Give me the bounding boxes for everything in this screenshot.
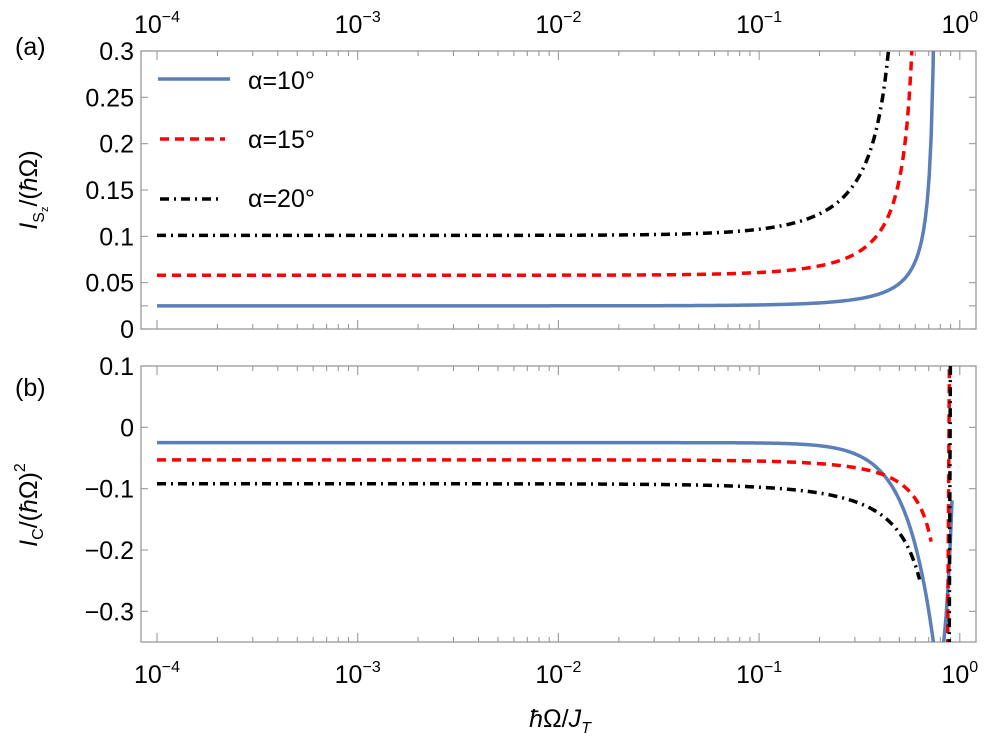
y-tick-label: 0.2 [99, 131, 134, 159]
x-axis-title: ħΩ/JT [529, 705, 592, 737]
curve-alpha-10 [157, 440, 954, 642]
curve-alpha-20 [157, 366, 953, 642]
y-tick-label: −0.3 [85, 598, 134, 626]
x-tick-label: 10−1 [736, 659, 782, 689]
panel-a-label: (a) [15, 33, 46, 61]
panel-a-y-labels: 0 0.05 0.1 0.15 0.2 0.25 0.3 [85, 38, 134, 344]
x-tick-label: 10−4 [134, 9, 180, 39]
panel-a-x-ticks [156, 51, 961, 329]
x-tick-label: 10−2 [535, 659, 581, 689]
panel-b-x-ticks [156, 366, 961, 642]
y-tick-label: 0.25 [85, 84, 134, 112]
y-tick-label: 0.1 [99, 223, 134, 251]
y-tick-label: 0 [120, 414, 134, 442]
y-tick-label: 0 [120, 316, 134, 344]
panel-a: 10−4 10−3 10−2 10−1 100 00.050.10.150.20.250… [15, 9, 978, 344]
y-tick-label: 0.05 [85, 270, 134, 298]
legend-label-alpha-15: α=15° [248, 126, 315, 154]
y-tick-label: 0.15 [85, 177, 134, 205]
y-tick-label: 0.3 [99, 38, 134, 66]
x-tick-label: 10−3 [335, 9, 381, 39]
x-tick-label: 10−2 [535, 9, 581, 39]
legend: α=10° α=15° α=20° [158, 67, 315, 213]
panel-b-label: (b) [15, 374, 46, 402]
panel-a-y-ticks [141, 50, 976, 330]
panel-a-curves [157, 51, 936, 308]
x-tick-label: 10−4 [134, 659, 180, 689]
svg-text:IC/(ħΩ)2: IC/(ħΩ)2 [12, 463, 47, 547]
y-tick-label: 0.1 [99, 353, 134, 381]
panel-b-curves [157, 366, 954, 642]
panel-b-bottom-x-labels: 10−4 10−3 10−2 10−1 100 [134, 659, 978, 689]
y-tick-label: −0.2 [85, 537, 134, 565]
panel-b-y-axis-title: IC/(ħΩ)2 [12, 463, 47, 547]
x-tick-label: 100 [941, 659, 978, 689]
panel-a-top-x-labels: 10−4 10−3 10−2 10−1 100 [134, 9, 978, 39]
x-tick-label: 100 [941, 9, 978, 39]
panel-b-frame [140, 365, 977, 643]
curve-alpha-15 [157, 51, 914, 277]
svg-text:ISz/(ħΩ): ISz/(ħΩ) [15, 150, 51, 229]
legend-label-alpha-20: α=20° [248, 185, 315, 213]
panel-b-y-labels: 0.1 0 −0.1 −0.2 −0.3 [85, 353, 134, 626]
curve-alpha-15 [157, 366, 952, 642]
x-tick-label: 10−3 [335, 659, 381, 689]
panel-b-y-ticks [141, 365, 976, 612]
y-tick-label: −0.1 [85, 476, 134, 504]
panel-a-y-axis-title: ISz/(ħΩ) [15, 150, 51, 229]
legend-label-alpha-10: α=10° [248, 67, 315, 95]
x-tick-label: 10−1 [736, 9, 782, 39]
curve-alpha-10 [157, 51, 936, 308]
panel-b: 10−4 10−3 10−2 10−1 100 0.1 0 −0.1 −0.2 −0.3 (b)… [12, 353, 978, 689]
